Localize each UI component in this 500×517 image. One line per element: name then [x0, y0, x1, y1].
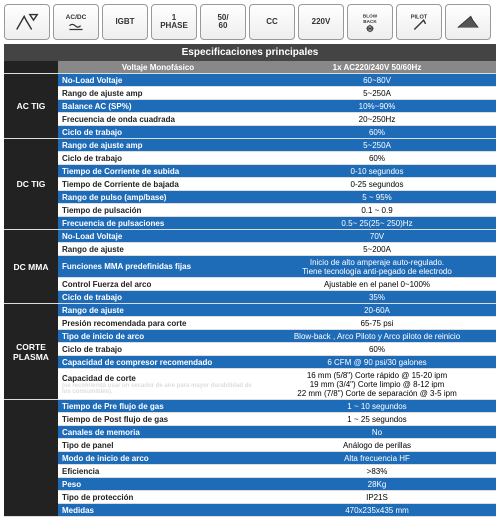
- spec-value: 60%: [258, 343, 496, 356]
- section-col: [4, 61, 58, 74]
- spec-value: 20-60A: [258, 304, 496, 317]
- spec-label: Tiempo de pulsación: [58, 204, 258, 217]
- spec-label: Rango de pulso (amp/base): [58, 191, 258, 204]
- spec-label: Tiempo de Corriente de bajada: [58, 178, 258, 191]
- spec-label: Funciones MMA predefinidas fijas: [58, 256, 258, 278]
- spec-value: Análogo de perillas: [258, 439, 496, 452]
- spec-value: 60%: [258, 152, 496, 165]
- svg-text:AC/DC: AC/DC: [66, 14, 87, 21]
- icon-row: AC/DCIGBT1 PHASE50/ 60CC220VBLOWBACKPILO…: [4, 4, 496, 40]
- spec-value: 28Kg: [258, 478, 496, 491]
- spec-value: 0.1 ~ 0.9: [258, 204, 496, 217]
- spec-label: Ciclo de trabajo: [58, 126, 258, 139]
- spec-table: Voltaje Monofásico1x AC220/240V 50/60Hz A…: [4, 61, 496, 517]
- spec-label: No-Load Voltaje: [58, 74, 258, 87]
- spec-label: Balance AC (SP%): [58, 100, 258, 113]
- spec-value: 10%~90%: [258, 100, 496, 113]
- header-right: 1x AC220/240V 50/60Hz: [258, 61, 496, 74]
- spec-value: 5 ~ 95%: [258, 191, 496, 204]
- spec-value: 35%: [258, 291, 496, 304]
- spec-value: 65-75 psi: [258, 317, 496, 330]
- spec-label: Tipo de panel: [58, 439, 258, 452]
- spec-value: 1 ~ 10 segundos: [258, 400, 496, 413]
- feature-icon: IGBT: [102, 4, 148, 40]
- spec-value: 6 CFM @ 90 psi/30 galones: [258, 356, 496, 369]
- spec-value: Inicio de alto amperaje auto-regulado. T…: [258, 256, 496, 278]
- spec-label: Modo de inicio de arco: [58, 452, 258, 465]
- spec-value: 0-25 segundos: [258, 178, 496, 191]
- spec-label: Tiempo de Corriente de subida: [58, 165, 258, 178]
- spec-label: Tiempo de Pre flujo de gas: [58, 400, 258, 413]
- spec-label: Control Fuerza del arco: [58, 278, 258, 291]
- spec-label: Presión recomendada para corte: [58, 317, 258, 330]
- section-name: [4, 400, 58, 517]
- spec-label: Ciclo de trabajo: [58, 152, 258, 165]
- section-name: DC MMA: [4, 230, 58, 304]
- spec-value: 5~250A: [258, 87, 496, 100]
- spec-value: Ajustable en el panel 0~100%: [258, 278, 496, 291]
- feature-icon: [445, 4, 491, 40]
- spec-label: Tipo de inicio de arco: [58, 330, 258, 343]
- feature-icon: CC: [249, 4, 295, 40]
- spec-value: 0.5~ 25(25~ 250)Hz: [258, 217, 496, 230]
- spec-value: 5~250A: [258, 139, 496, 152]
- section-name: AC TIG: [4, 74, 58, 139]
- feature-icon: [4, 4, 50, 40]
- spec-label: Rango de ajuste amp: [58, 139, 258, 152]
- feature-icon: 1 PHASE: [151, 4, 197, 40]
- section-name: DC TIG: [4, 139, 58, 230]
- feature-icon: PILOT: [396, 4, 442, 40]
- spec-label: Ciclo de trabajo: [58, 343, 258, 356]
- spec-label: No-Load Voltaje: [58, 230, 258, 243]
- spec-value: No: [258, 426, 496, 439]
- spec-value: 20~250Hz: [258, 113, 496, 126]
- spec-label: Ciclo de trabajo: [58, 291, 258, 304]
- spec-label: Rango de ajuste amp: [58, 87, 258, 100]
- spec-label: Rango de ajuste: [58, 304, 258, 317]
- spec-value: IP21S: [258, 491, 496, 504]
- spec-value: 70V: [258, 230, 496, 243]
- feature-icon: 50/ 60: [200, 4, 246, 40]
- spec-label: Tiempo de Post flujo de gas: [58, 413, 258, 426]
- spec-value: Blow-back , Arco Piloto y Arco piloto de…: [258, 330, 496, 343]
- feature-icon: 220V: [298, 4, 344, 40]
- feature-icon: BLOWBACK: [347, 4, 393, 40]
- svg-text:BACK: BACK: [363, 19, 377, 24]
- spec-value: 60~80V: [258, 74, 496, 87]
- feature-icon: AC/DC: [53, 4, 99, 40]
- section-name: CORTE PLASMA: [4, 304, 58, 400]
- spec-value: 0-10 segundos: [258, 165, 496, 178]
- spec-label: Peso: [58, 478, 258, 491]
- spec-label: Eficiencia: [58, 465, 258, 478]
- spec-value: 5~200A: [258, 243, 496, 256]
- spec-value: 470x235x435 mm: [258, 504, 496, 517]
- header-left: Voltaje Monofásico: [58, 61, 258, 74]
- spec-label: Capacidad de corte(se recomienda usar un…: [58, 369, 258, 400]
- spec-label: Frecuencia de pulsaciones: [58, 217, 258, 230]
- spec-value: >83%: [258, 465, 496, 478]
- spec-label: Tipo de protección: [58, 491, 258, 504]
- spec-value: 16 mm (5/8") Corte rápido @ 15-20 ipm 19…: [258, 369, 496, 400]
- spec-label: Capacidad de compresor recomendado: [58, 356, 258, 369]
- spec-label: Frecuencia de onda cuadrada: [58, 113, 258, 126]
- spec-label: Rango de ajuste: [58, 243, 258, 256]
- spec-label: Canales de memoria: [58, 426, 258, 439]
- svg-text:BLOW: BLOW: [363, 13, 378, 18]
- spec-value: 1 ~ 25 segundos: [258, 413, 496, 426]
- spec-title: Especificaciones principales: [4, 44, 496, 61]
- spec-value: 60%: [258, 126, 496, 139]
- svg-text:PILOT: PILOT: [411, 14, 428, 20]
- spec-label: Medidas: [58, 504, 258, 517]
- spec-value: Alta frecuencia HF: [258, 452, 496, 465]
